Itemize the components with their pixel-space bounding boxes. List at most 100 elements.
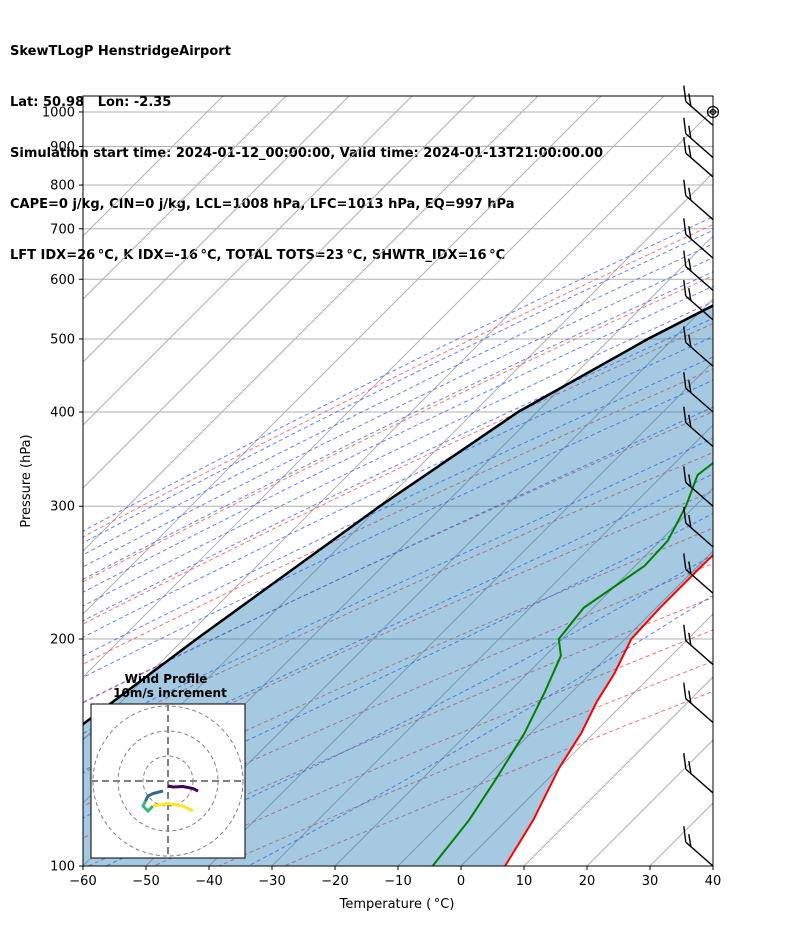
wind-barb xyxy=(683,250,714,291)
barb-flag xyxy=(683,250,687,267)
dry-adiabat xyxy=(83,451,713,739)
x-tick-label: 0 xyxy=(457,874,465,889)
chart-title: SkewTLogP HenstridgeAirport xyxy=(10,44,231,59)
barb-flag xyxy=(683,753,687,770)
isotherm-gridline xyxy=(83,96,665,678)
wind-barb xyxy=(683,137,714,178)
x-tick-label: −50 xyxy=(132,874,159,889)
y-tick-label: 600 xyxy=(50,273,75,288)
barb-flag xyxy=(688,334,692,347)
wind-barb xyxy=(683,85,714,126)
y-tick-label: 800 xyxy=(50,179,75,194)
wind-barb xyxy=(683,406,714,448)
stability-indices: LFT IDX=26 °C, K IDX=-16 °C, TOTAL TOTS=… xyxy=(10,248,506,263)
inset-subtitle: 10m/s increment xyxy=(113,686,227,700)
wind-barb xyxy=(683,506,714,548)
barb-flag xyxy=(688,380,692,393)
barb-flag xyxy=(683,179,687,196)
x-axis-label: Temperature ( °C) xyxy=(339,897,455,912)
dry-adiabat xyxy=(83,223,713,538)
barb-flag xyxy=(683,682,687,699)
wind-barb xyxy=(683,117,714,159)
inset-title: Wind Profile xyxy=(125,672,208,686)
isotherm-gridline xyxy=(460,613,713,866)
isotherm-gridline xyxy=(776,96,794,866)
barb-flag xyxy=(688,834,692,847)
moist-adiabat xyxy=(83,473,713,772)
stability-parameters: CAPE=0 j/kg, CIN=0 j/kg, LCL=1008 hPa, L… xyxy=(10,197,515,212)
barb-flag xyxy=(683,624,687,641)
barb-flag xyxy=(688,145,692,158)
barb-flag xyxy=(688,761,692,774)
hodograph-inset: Wind Profile 10m/s increment xyxy=(90,672,246,859)
isotherm-gridline xyxy=(83,96,476,489)
y-tick-label: 1000 xyxy=(42,105,75,120)
x-tick-label: 40 xyxy=(705,874,722,889)
x-tick-label: 20 xyxy=(579,874,596,889)
barb-flag xyxy=(683,506,687,524)
y-tick-label: 900 xyxy=(50,140,75,155)
barb-flag xyxy=(683,553,687,570)
moist-adiabat xyxy=(83,335,713,638)
barb-flag xyxy=(683,406,687,423)
isotherm-gridline xyxy=(83,96,224,237)
moist-adiabat xyxy=(83,317,713,622)
barb-staff xyxy=(685,698,714,724)
dry-adiabat xyxy=(83,562,713,839)
x-tick-label: −20 xyxy=(321,874,348,889)
barb-flag xyxy=(683,137,687,154)
hodograph-trace xyxy=(167,784,199,793)
wind-barb xyxy=(683,826,714,867)
x-tick-label: −30 xyxy=(258,874,285,889)
barb-staff xyxy=(685,195,714,221)
wind-barb xyxy=(683,372,714,413)
moist-adiabat xyxy=(83,301,713,607)
isotherm-gridline xyxy=(83,96,350,363)
moist-adiabat xyxy=(83,271,713,580)
x-tick-label: 30 xyxy=(642,874,659,889)
barb-flag xyxy=(683,279,687,297)
barb-flag xyxy=(688,561,692,574)
barb-flag xyxy=(683,466,687,483)
y-tick-label: 700 xyxy=(50,222,75,237)
x-tick-label: −10 xyxy=(384,874,411,889)
isotherm-gridline xyxy=(145,298,713,866)
hodograph-trace xyxy=(141,800,155,814)
y-tick-label: 200 xyxy=(50,633,75,648)
isotherm-gridline xyxy=(397,550,713,866)
x-tick-label: 10 xyxy=(516,874,533,889)
wind-barb xyxy=(683,466,714,507)
isotherm-gridline xyxy=(271,424,713,866)
wind-barbs xyxy=(683,85,720,867)
moist-adiabat xyxy=(83,437,713,734)
simulation-times: Simulation start time: 2024-01-12_00:00:… xyxy=(10,146,603,161)
wind-barb xyxy=(683,624,714,666)
isotherm-gridline xyxy=(83,96,539,552)
dry-adiabat xyxy=(83,368,713,665)
barb-flag xyxy=(683,372,687,389)
y-tick-label: 400 xyxy=(50,406,75,421)
moist-adiabat xyxy=(83,216,713,532)
isotherm-gridline xyxy=(523,676,713,866)
x-tick-label: −60 xyxy=(69,874,96,889)
isotherm-gridline xyxy=(208,361,713,866)
isotherm-gridline xyxy=(334,487,713,866)
wind-barb xyxy=(683,218,714,259)
barb-flag xyxy=(683,826,687,843)
barb-flag xyxy=(683,117,687,134)
dewpoint-profile xyxy=(431,461,713,866)
wind-barb xyxy=(683,326,714,367)
wind-barb xyxy=(706,105,720,119)
barb-flag xyxy=(683,326,687,343)
barb-flag xyxy=(688,514,692,528)
barb-flag xyxy=(688,125,692,138)
isotherm-gridline xyxy=(712,865,713,866)
x-tick-label: −40 xyxy=(195,874,222,889)
barb-staff xyxy=(685,640,714,666)
barb-flag xyxy=(688,632,692,645)
barb-flag xyxy=(688,474,692,487)
dry-adiabat xyxy=(88,596,713,866)
barb-flag xyxy=(688,690,692,703)
y-tick-label: 500 xyxy=(50,332,75,347)
